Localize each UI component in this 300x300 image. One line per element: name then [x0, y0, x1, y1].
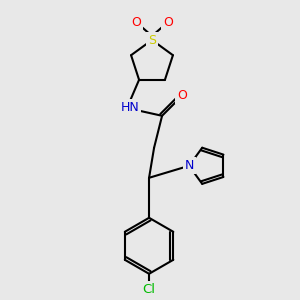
Text: O: O [131, 16, 141, 28]
Text: N: N [184, 159, 194, 172]
Text: S: S [148, 34, 156, 46]
Text: O: O [163, 16, 173, 28]
Text: O: O [177, 89, 187, 102]
Text: HN: HN [121, 101, 140, 114]
Text: Cl: Cl [142, 283, 156, 296]
